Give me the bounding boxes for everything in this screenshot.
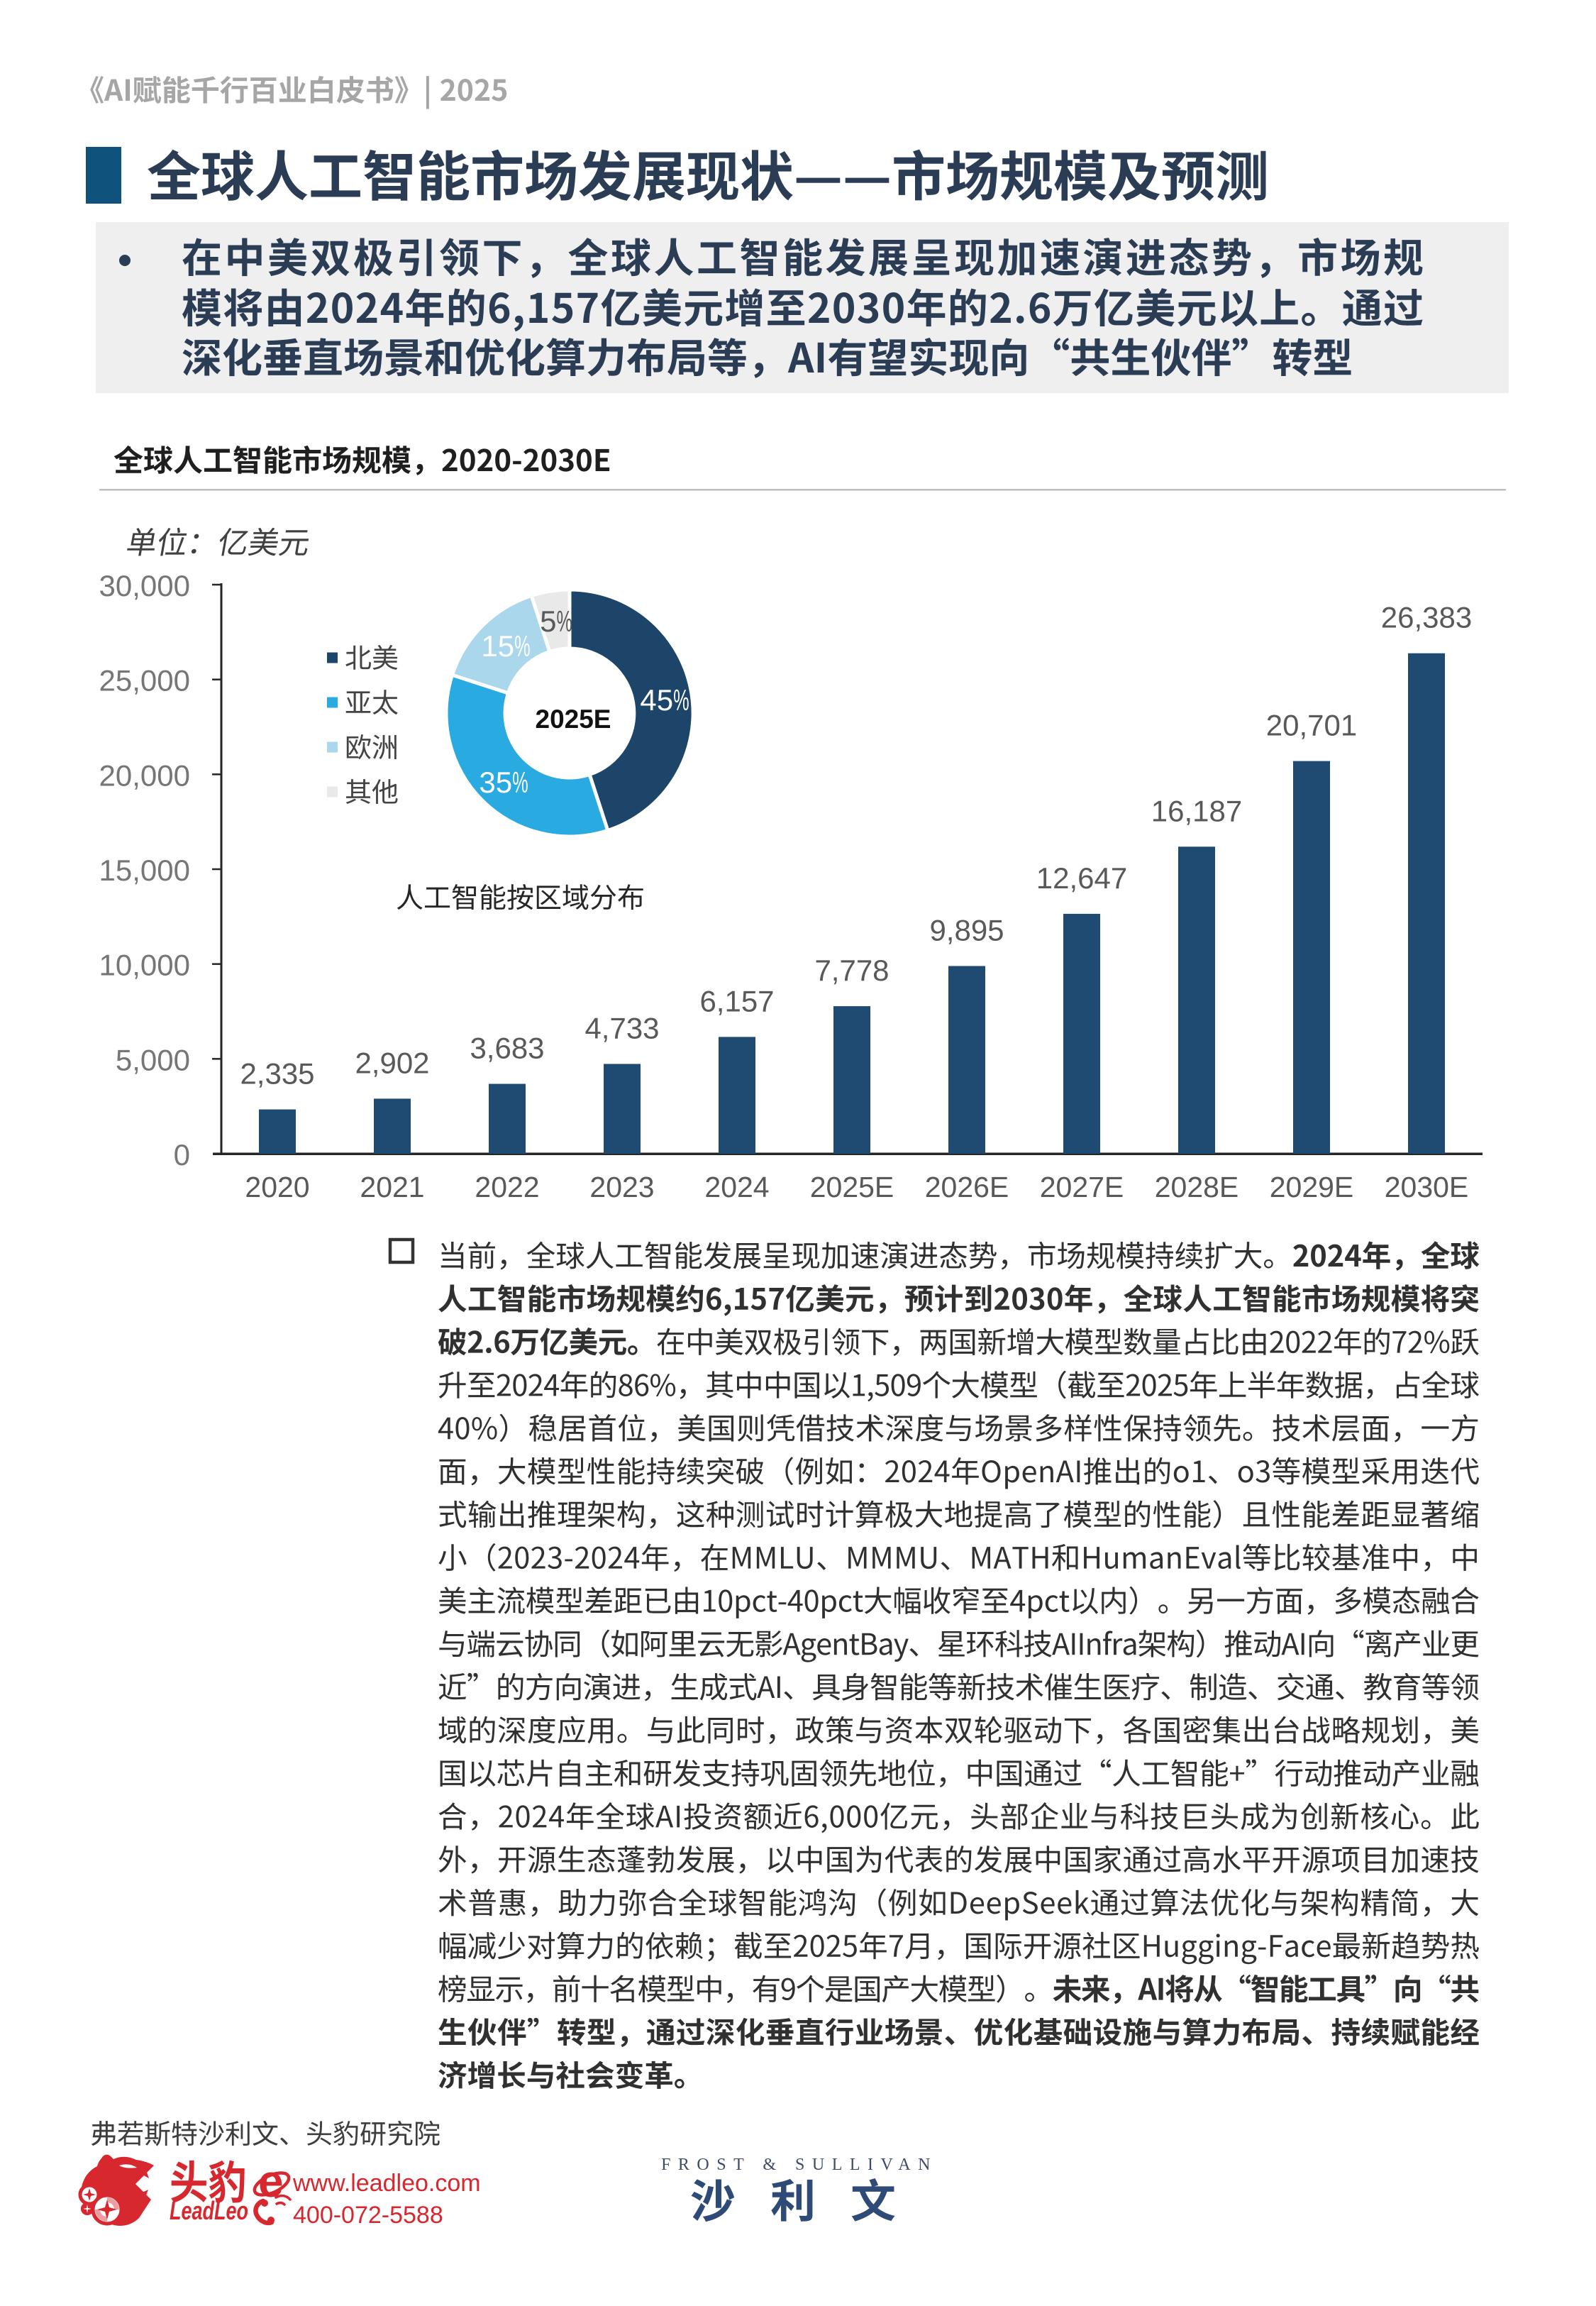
svg-text:12,647: 12,647	[1036, 861, 1127, 895]
svg-text:30,000: 30,000	[99, 569, 190, 602]
svg-text:2030E: 2030E	[1385, 1171, 1469, 1203]
svg-text:2021: 2021	[360, 1171, 424, 1203]
svg-text:%: %	[514, 631, 530, 663]
svg-text:2028E: 2028E	[1155, 1171, 1239, 1203]
svg-text:2023: 2023	[589, 1171, 654, 1203]
svg-text:16,187: 16,187	[1151, 794, 1242, 827]
svg-text:%: %	[673, 685, 689, 717]
svg-text:2029E: 2029E	[1270, 1171, 1354, 1203]
svg-text:2,335: 2,335	[240, 1057, 314, 1091]
svg-text:9,895: 9,895	[929, 913, 1004, 947]
svg-text:0: 0	[174, 1138, 190, 1171]
svg-text:2,902: 2,902	[355, 1046, 429, 1079]
svg-text:2027E: 2027E	[1040, 1171, 1124, 1203]
svg-text:15: 15	[481, 629, 514, 663]
svg-text:2025E: 2025E	[810, 1171, 894, 1203]
svg-text:2022: 2022	[475, 1171, 539, 1203]
svg-text:6,157: 6,157	[699, 984, 774, 1017]
svg-text:35: 35	[479, 766, 512, 799]
svg-text:5: 5	[540, 605, 556, 638]
svg-text:3,683: 3,683	[470, 1032, 544, 1065]
svg-text:2020: 2020	[245, 1171, 309, 1203]
svg-text:2024: 2024	[704, 1171, 769, 1203]
svg-text:%: %	[557, 606, 572, 639]
svg-text:20,000: 20,000	[99, 758, 190, 792]
svg-text:LeadLeo: LeadLeo	[170, 2196, 248, 2225]
svg-text:10,000: 10,000	[99, 949, 190, 982]
svg-text:www.leadleo.com: www.leadleo.com	[292, 2170, 481, 2197]
svg-text:400-072-5588: 400-072-5588	[293, 2202, 443, 2229]
svg-text:2026E: 2026E	[925, 1171, 1009, 1203]
svg-text:2025E: 2025E	[536, 705, 611, 734]
svg-text:FROST & SULLIVAN: FROST & SULLIVAN	[661, 2156, 938, 2174]
svg-text:26,383: 26,383	[1381, 601, 1472, 634]
svg-text:%: %	[512, 767, 528, 800]
svg-text:4,733: 4,733	[584, 1011, 659, 1044]
svg-text:45: 45	[640, 683, 673, 717]
svg-text:15,000: 15,000	[99, 854, 190, 887]
svg-text:20,701: 20,701	[1266, 709, 1357, 742]
svg-text:7,778: 7,778	[814, 954, 889, 987]
svg-text:5,000: 5,000	[116, 1043, 190, 1076]
svg-text:25,000: 25,000	[99, 664, 190, 697]
